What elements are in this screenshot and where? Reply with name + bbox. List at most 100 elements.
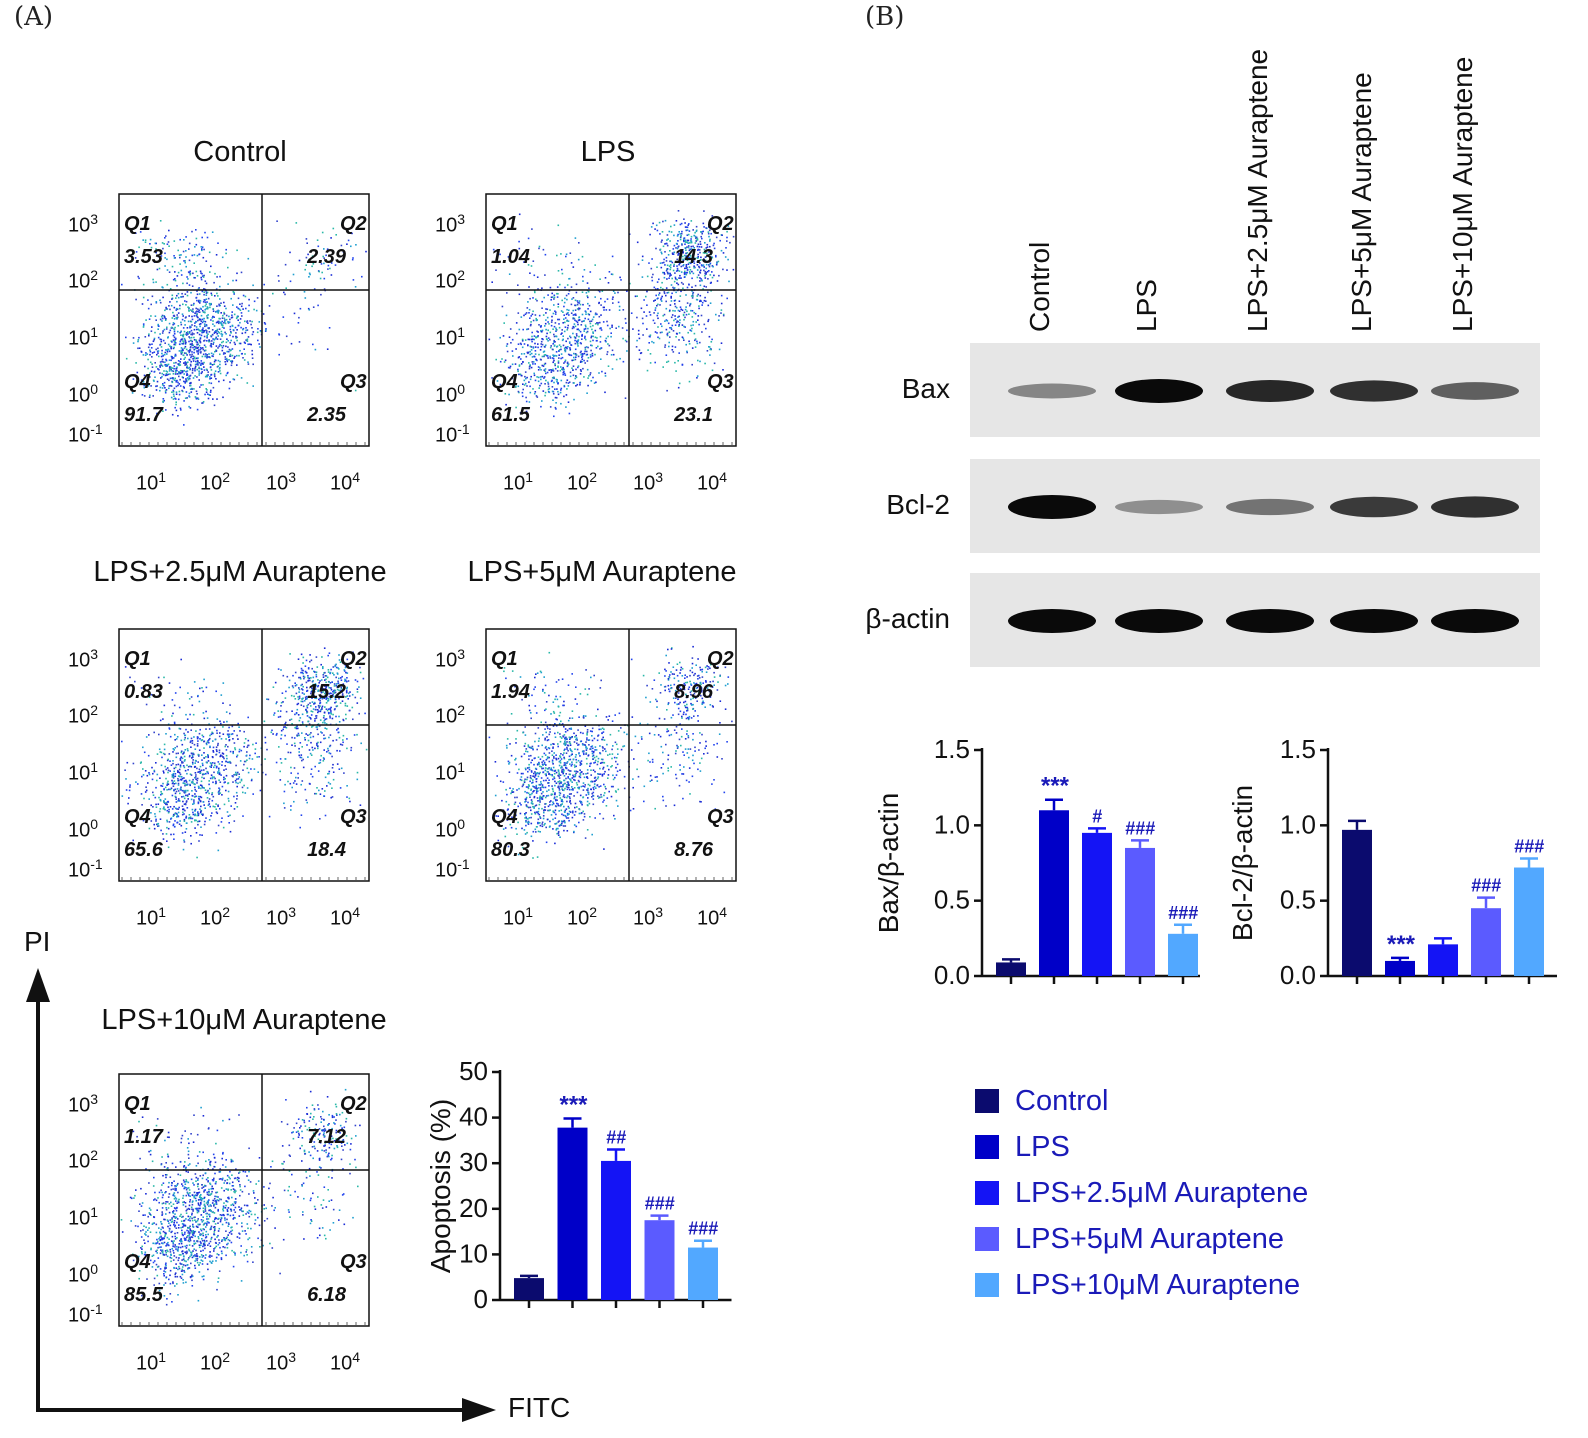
scatter-dot [282,316,285,318]
scatter-dot [185,363,188,366]
scatter-dot [193,325,196,327]
scatter-dot [319,680,321,682]
scatter-dot [201,249,203,252]
quadrant-value-q1: 3.53 [124,246,163,268]
y-tick-label: 102 [435,267,465,294]
scatter-dot [125,778,127,780]
scatter-dot [230,332,232,334]
scatter-dot [205,742,208,745]
scatter-dot [586,762,588,765]
scatter-dot [579,342,582,344]
scatter-dot [534,342,536,345]
scatter-dot [189,740,192,742]
scatter-dot [205,353,207,355]
scatter-dot [189,343,192,345]
scatter-dot [543,369,546,371]
scatter-dot [190,291,192,294]
scatter-dot [180,824,183,827]
scatter-dot [189,773,192,775]
scatter-dot [277,668,280,670]
scatter-dot [316,787,318,789]
scatter-dot [254,748,257,750]
scatter-dot [561,332,563,334]
scatter-dot [608,271,611,273]
scatter-dot [328,770,331,773]
scatter-dot [588,313,591,316]
scatter-dot [198,374,200,376]
scatter-dot [240,271,243,274]
scatter-dot [134,257,137,259]
scatter-dot [215,350,218,352]
scatter-dot [217,242,219,244]
scatter-dot [566,379,569,381]
scatter-dot [662,288,664,290]
scatter-dot [239,309,242,311]
scatter-dot [202,256,205,259]
scatter-dot [206,330,208,332]
scatter-dot [351,706,354,709]
scatter-dot [129,784,131,786]
scatter-dot [325,708,328,710]
scatter-dot [603,783,605,786]
scatter-dot [547,340,549,342]
scatter-dot [531,331,533,334]
scatter-dot [303,677,305,680]
scatter-dot [142,326,145,328]
scatter-dot [521,395,524,398]
scatter-dot [540,359,542,361]
scatter-dot [695,236,698,239]
scatter-dot [531,759,533,761]
scatter-dot [529,324,532,327]
scatter-dot [669,260,671,263]
tick-base: 10 [68,705,91,728]
scatter-dot [190,842,192,845]
scatter-dot [160,346,163,348]
scatter-dot [617,301,620,304]
scatter-dot [547,385,550,388]
scatter-dot [137,275,139,278]
scatter-dot [674,315,676,317]
scatter-dot [703,269,705,272]
y-tick-label: 101 [435,324,465,351]
scatter-dot [569,347,571,349]
scatter-dot [335,683,338,685]
scatter-dot [290,694,293,697]
scatter-dot [572,365,575,367]
scatter-dot [200,278,203,281]
scatter-dot [722,313,725,316]
scatter-dot [676,265,678,267]
scatter-dot [272,292,274,295]
scatter-dot [518,364,521,366]
scatter-dot [145,352,147,354]
scatter-dot [342,662,344,665]
scatter-dot [669,272,671,275]
scatter-dot [188,698,191,700]
scatter-dot [218,317,220,320]
scatter-dot [673,244,676,247]
scatter-dot [199,386,201,388]
scatter-dot [153,380,155,382]
scatter-dot [591,745,594,747]
scatter-dot [213,339,216,341]
scatter-dot [646,290,648,293]
scatter-dot [325,678,327,681]
scatter-dot [207,327,209,329]
quadrant-label-q1: Q1 [491,213,518,235]
scatter-dot [637,263,640,266]
scatter-dot [505,788,507,791]
scatter-dot [314,792,316,795]
scatter-dot [560,353,563,355]
scatter-dot [236,754,239,757]
scatter-dot [121,283,123,286]
scatter-dot [359,671,362,674]
scatter-dot [312,695,315,698]
scatter-dot [202,384,204,386]
scatter-dot [688,313,690,315]
scatter-dot [173,767,176,770]
scatter-dot [566,361,569,364]
scatter-dot [208,251,211,254]
scatter-dot [211,231,214,233]
scatter-dot [528,401,531,403]
scatter-dot [186,276,188,278]
scatter-dot [532,319,535,322]
